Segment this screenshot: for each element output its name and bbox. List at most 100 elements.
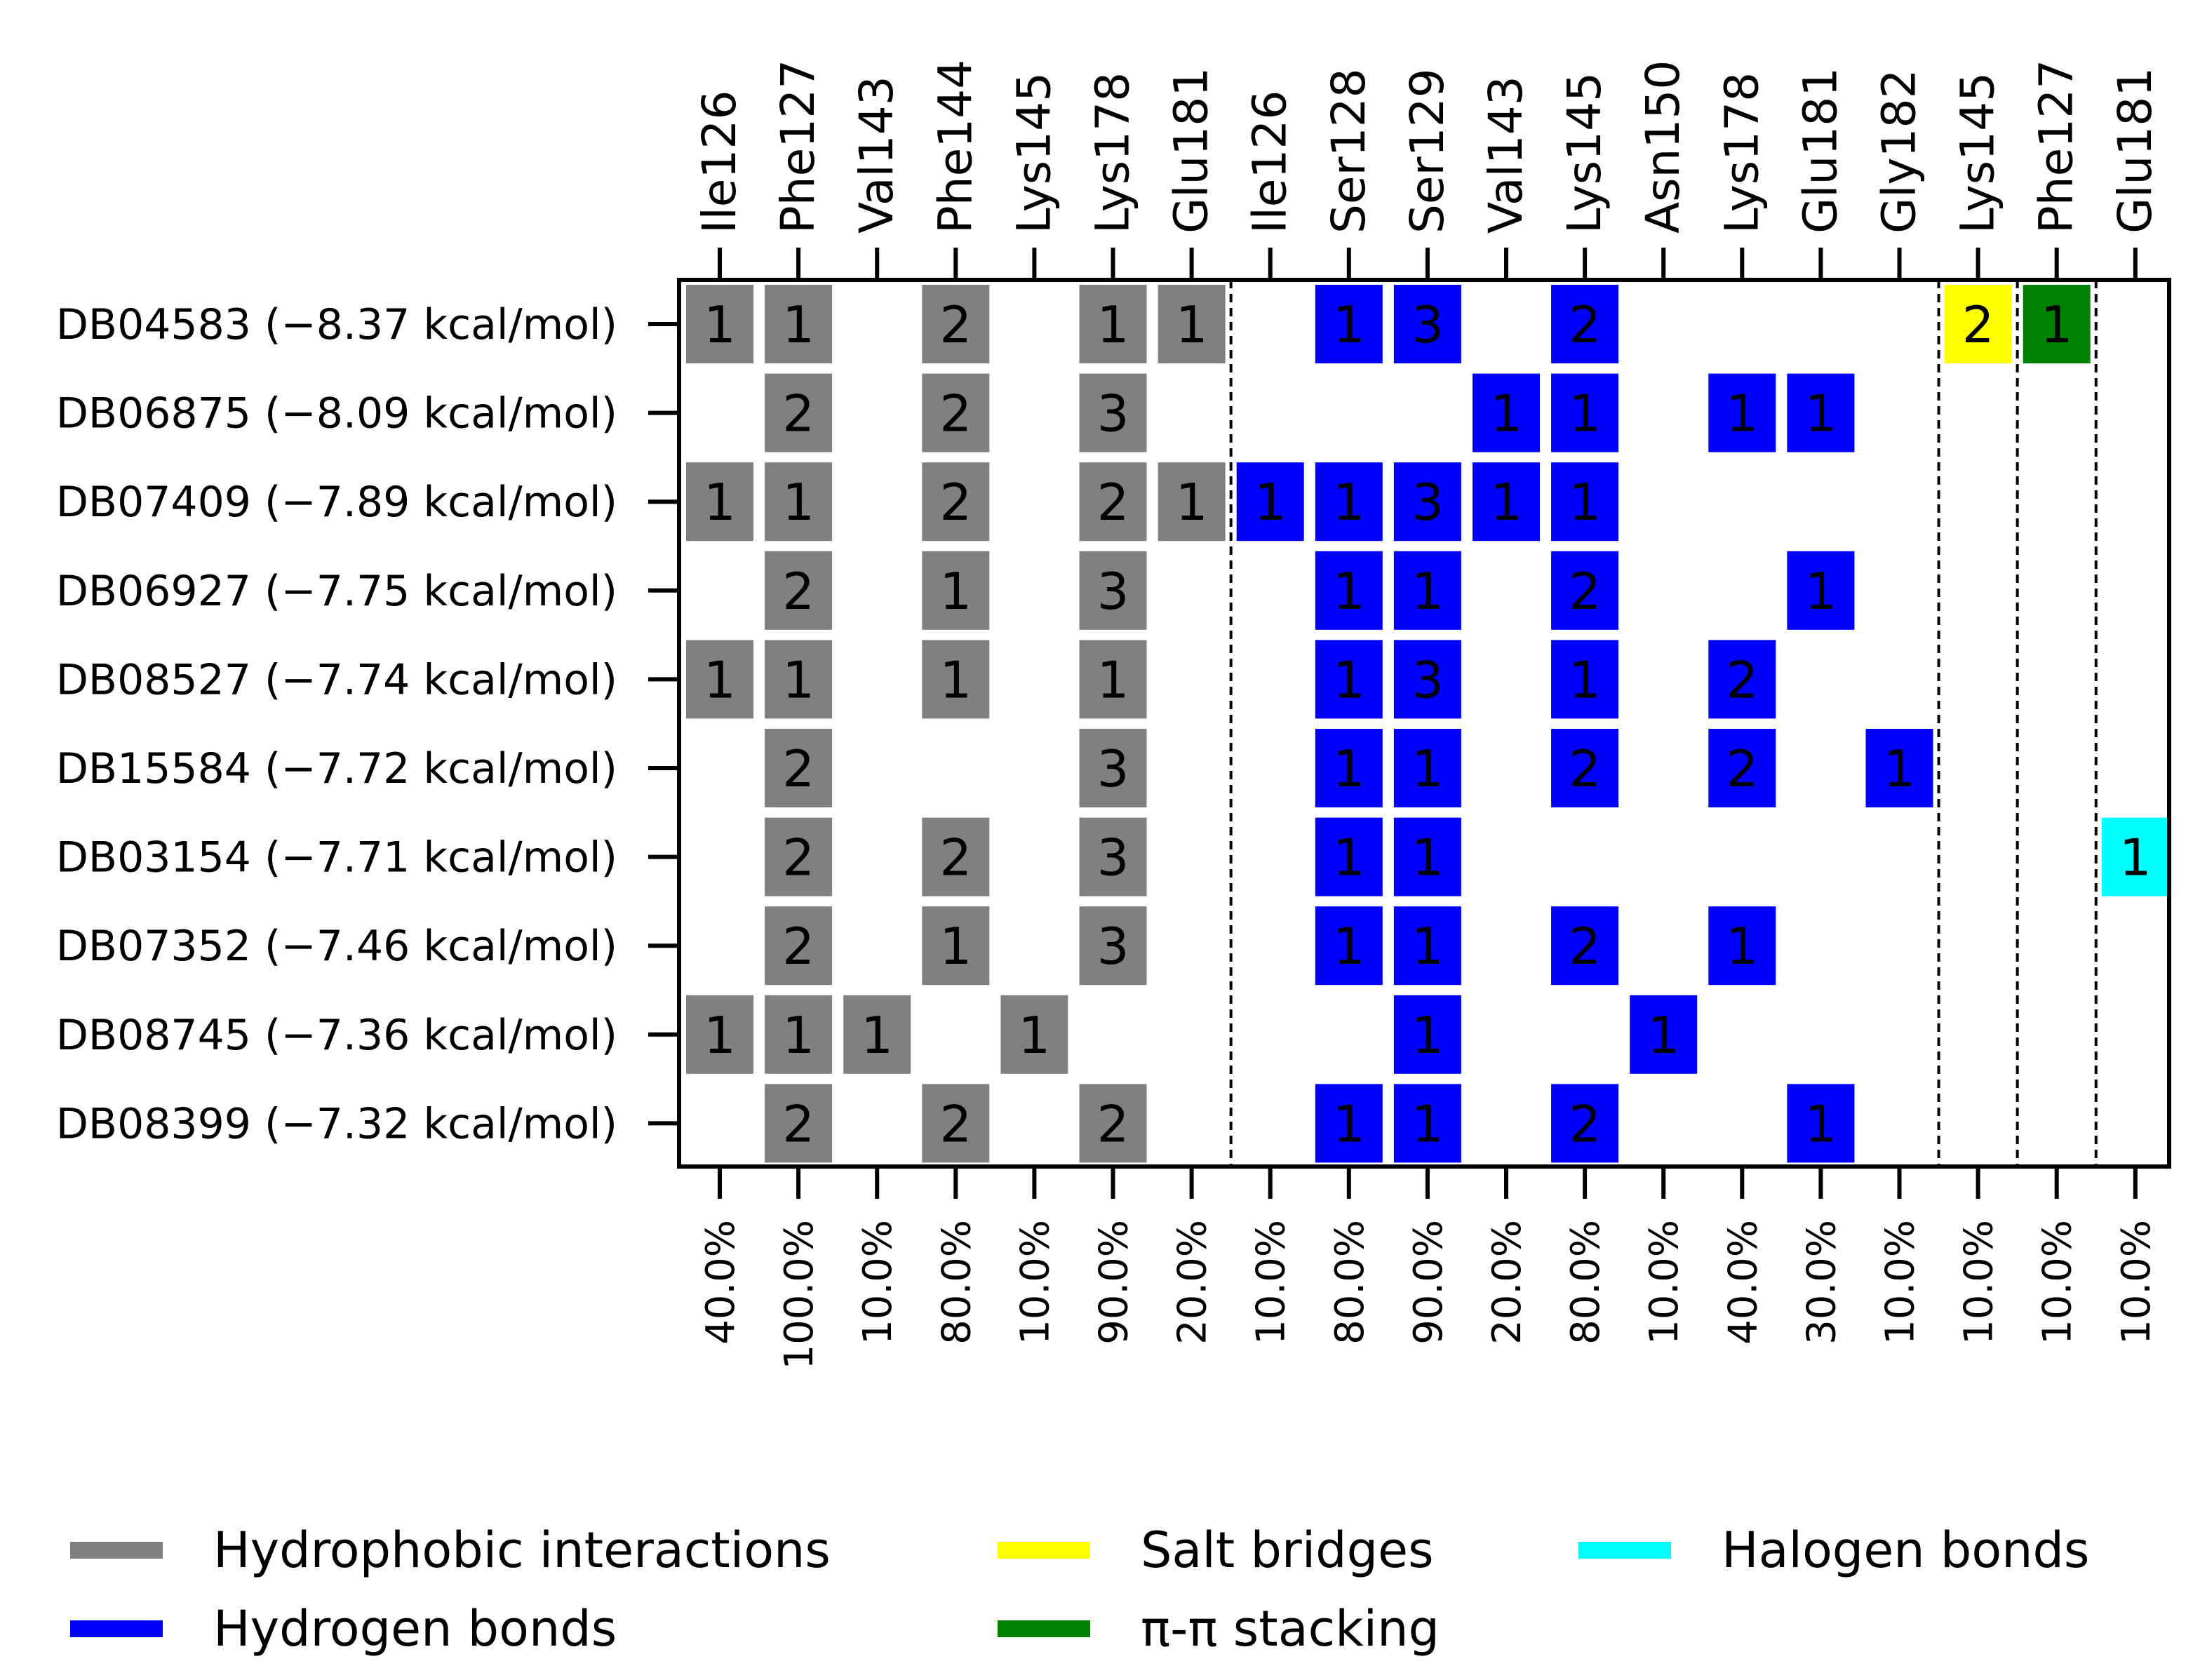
legend-swatch: [70, 1620, 163, 1637]
heatmap-cell: [1000, 995, 1068, 1074]
heatmap-cell: [1079, 285, 1147, 363]
cell-value: 1: [1097, 650, 1129, 709]
residue-label: Glu181: [2108, 67, 2162, 234]
residue-label: Lys145: [1557, 72, 1611, 234]
cell-value: 1: [704, 295, 736, 354]
cell-value: 2: [939, 295, 972, 354]
heatmap-cell: [686, 285, 753, 363]
legend-item-salt: Salt bridges: [998, 1521, 1434, 1579]
cell-value: 3: [1411, 650, 1444, 709]
heatmap-cell: [1551, 729, 1619, 807]
heatmap-cell: [1393, 462, 1461, 542]
residue-label: Gly182: [1872, 69, 1926, 234]
cell-value: 1: [1569, 473, 1601, 532]
compound-labels: DB04583 (−8.37 kcal/mol) DB06875 (−8.09 k…: [56, 300, 617, 1148]
cell-value: 2: [1726, 650, 1758, 709]
cell-value: 2: [1569, 1094, 1601, 1153]
compound-label: DB07409 (−7.89 kcal/mol): [56, 478, 617, 527]
heatmap-cell: [1630, 995, 1698, 1074]
frequency-label: 10.0%: [1249, 1220, 1294, 1345]
frequency-label: 30.0%: [1799, 1220, 1844, 1345]
residue-label: Ile126: [692, 90, 746, 234]
heatmap-cell: [1079, 906, 1147, 986]
cell-value: 2: [1726, 739, 1758, 798]
group-separators: [1229, 280, 2098, 1167]
cell-value: 1: [782, 650, 814, 709]
compound-label: DB03154 (−7.71 kcal/mol): [56, 833, 617, 882]
residue-label: Val143: [1479, 76, 1533, 234]
cell-value: 3: [1097, 562, 1129, 621]
cell-value: 1: [1490, 473, 1522, 532]
cell-value: 2: [782, 917, 814, 976]
legend-swatch: [998, 1542, 1090, 1559]
cell-value: 1: [939, 650, 972, 709]
frequency-label: 10.0%: [2035, 1220, 2081, 1345]
heatmap-cell: [922, 551, 990, 630]
residue-label: Glu181: [1165, 67, 1219, 234]
frequency-label: 10.0%: [855, 1220, 901, 1345]
cell-value: 1: [2041, 295, 2073, 354]
frequency-label: 40.0%: [698, 1220, 744, 1345]
cell-value: 2: [939, 384, 972, 443]
heatmap-cell: [765, 640, 833, 719]
residue-label: Asn150: [1636, 60, 1690, 234]
heatmap-cell: [1473, 373, 1540, 452]
heatmap-cell: [1315, 817, 1383, 896]
cell-value: 1: [1333, 650, 1365, 709]
cell-value: 1: [704, 1006, 736, 1065]
cell-value: 1: [1726, 917, 1758, 976]
heatmap-cell: [765, 551, 833, 630]
heatmap-cell: [686, 640, 753, 719]
cell-value: 1: [1097, 295, 1129, 354]
cell-value: 1: [1647, 1006, 1679, 1065]
cell-value: 1: [1569, 384, 1601, 443]
heatmap-cell: [1551, 462, 1619, 542]
frequency-label: 80.0%: [1327, 1220, 1373, 1345]
frequency-label: 10.0%: [1012, 1220, 1058, 1345]
heatmap-cell: [922, 462, 990, 542]
compound-label: DB04583 (−8.37 kcal/mol): [56, 300, 617, 349]
cell-value: 1: [1411, 828, 1444, 887]
cell-value: 1: [939, 562, 972, 621]
heatmap-cell: [1315, 551, 1383, 630]
cell-value: 2: [782, 739, 814, 798]
cell-value: 1: [1333, 295, 1365, 354]
heatmap-cell: [1787, 1084, 1855, 1163]
cell-value: 1: [1804, 562, 1837, 621]
cell-value: 1: [1569, 650, 1601, 709]
heatmap-cells: 1 1 2 1 1 1 3 2 2 12 2 3 1 1 1 11 1 2 2 1 1 1 3 1 12 1 3 1 1 2 11 1 1 1 1 3…: [686, 285, 2169, 1163]
cell-value: 1: [1411, 1094, 1444, 1153]
residue-label: Lys145: [1007, 72, 1061, 234]
heatmap-cell: [1079, 817, 1147, 896]
heatmap-cell: [1393, 285, 1461, 363]
frequency-label: 10.0%: [1878, 1220, 1924, 1345]
frequency-label: 80.0%: [934, 1220, 979, 1345]
compound-label: DB07352 (−7.46 kcal/mol): [56, 922, 617, 971]
cell-value: 2: [1569, 295, 1601, 354]
cell-value: 2: [782, 562, 814, 621]
cell-value: 1: [1804, 1094, 1837, 1153]
compound-label: DB08527 (−7.74 kcal/mol): [56, 655, 617, 704]
cell-value: 1: [1176, 473, 1208, 532]
cell-value: 1: [1333, 562, 1365, 621]
cell-value: 1: [1333, 739, 1365, 798]
heatmap-cell: [922, 1084, 990, 1163]
cell-value: 3: [1411, 295, 1444, 354]
frequency-label: 90.0%: [1092, 1220, 1137, 1345]
heatmap-cell: [1315, 729, 1383, 807]
cell-value: 1: [1333, 1094, 1365, 1153]
frequency-label: 90.0%: [1406, 1220, 1451, 1345]
heatmap-cell: [1551, 906, 1619, 986]
residue-label: Glu181: [1793, 67, 1847, 234]
cell-value: 1: [2119, 828, 2152, 887]
heatmap-cell: [1393, 906, 1461, 986]
cell-value: 2: [782, 384, 814, 443]
compound-label: DB15584 (−7.72 kcal/mol): [56, 744, 617, 793]
heatmap-cell: [1708, 729, 1776, 807]
cell-value: 3: [1097, 739, 1129, 798]
heatmap-cell: [1551, 551, 1619, 630]
heatmap-cell: [1158, 285, 1226, 363]
heatmap-cell: [1079, 1084, 1147, 1163]
frequency-label: 40.0%: [1720, 1220, 1766, 1345]
heatmap-cell: [1708, 640, 1776, 719]
